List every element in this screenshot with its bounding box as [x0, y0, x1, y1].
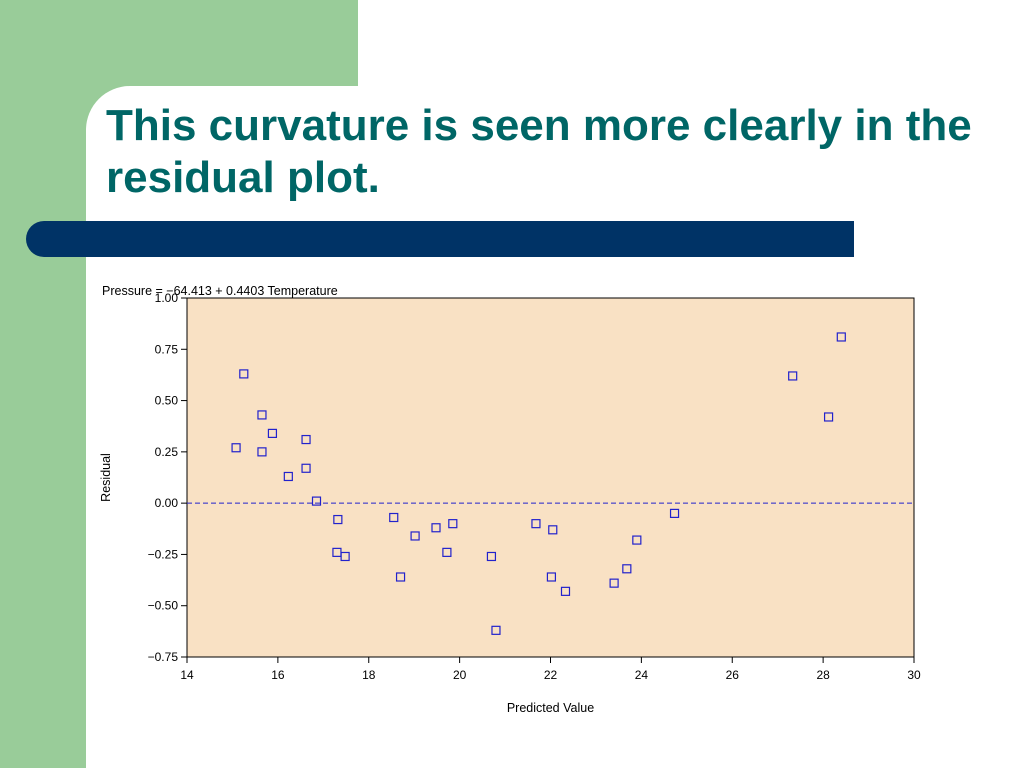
data-point — [669, 508, 680, 518]
data-point — [442, 547, 452, 557]
x-tick-label: 18 — [362, 668, 376, 682]
x-tick-label: 24 — [635, 668, 649, 682]
data-point — [546, 572, 557, 582]
data-point — [231, 443, 241, 453]
plot-area — [186, 297, 915, 658]
data-point — [410, 531, 420, 541]
data-point — [395, 572, 406, 582]
data-point — [239, 369, 249, 379]
data-point — [311, 496, 322, 506]
y-tick-label: 0.75 — [155, 342, 179, 356]
y-axis-label: Residual — [99, 453, 113, 502]
y-tick-label: 0.00 — [155, 496, 179, 510]
data-point — [622, 564, 632, 574]
data-point — [389, 512, 399, 523]
data-point — [788, 371, 798, 381]
data-point — [491, 625, 501, 635]
x-tick-label: 28 — [816, 668, 830, 682]
data-point — [609, 578, 619, 588]
data-point — [486, 551, 497, 562]
title-divider-bar — [26, 221, 854, 257]
y-tick-label: −0.50 — [148, 599, 179, 613]
data-point — [823, 412, 834, 422]
data-point — [257, 410, 267, 420]
data-point — [340, 551, 350, 562]
data-point — [333, 514, 343, 525]
data-point — [301, 463, 311, 473]
data-point — [283, 471, 293, 482]
x-tick-label: 26 — [726, 668, 740, 682]
data-point — [632, 535, 642, 545]
x-tick-label: 20 — [453, 668, 467, 682]
x-tick-label: 30 — [907, 668, 921, 682]
data-point — [531, 519, 541, 529]
slide-title: This curvature is seen more clearly in t… — [106, 101, 972, 202]
x-tick-label: 14 — [180, 668, 194, 682]
y-tick-label: −0.75 — [148, 650, 179, 664]
data-point — [431, 523, 441, 533]
y-tick-label: −0.25 — [148, 547, 179, 561]
y-tick-label: 1.00 — [155, 291, 179, 305]
x-tick-label: 16 — [271, 668, 285, 682]
x-tick-label: 22 — [544, 668, 558, 682]
data-point — [267, 428, 278, 438]
y-tick-label: 0.25 — [155, 445, 179, 459]
data-point — [301, 434, 311, 445]
data-point — [548, 525, 558, 535]
data-point — [836, 332, 846, 342]
y-tick-label: 0.50 — [155, 394, 179, 408]
x-axis-label: Predicted Value — [507, 701, 594, 715]
data-point — [560, 586, 571, 596]
data-point — [257, 447, 267, 457]
residual-plot: Pressure = −64.413 + 0.4403 Temperature … — [99, 284, 921, 715]
data-point — [448, 519, 458, 529]
chart-title: Pressure = −64.413 + 0.4403 Temperature — [102, 284, 338, 298]
